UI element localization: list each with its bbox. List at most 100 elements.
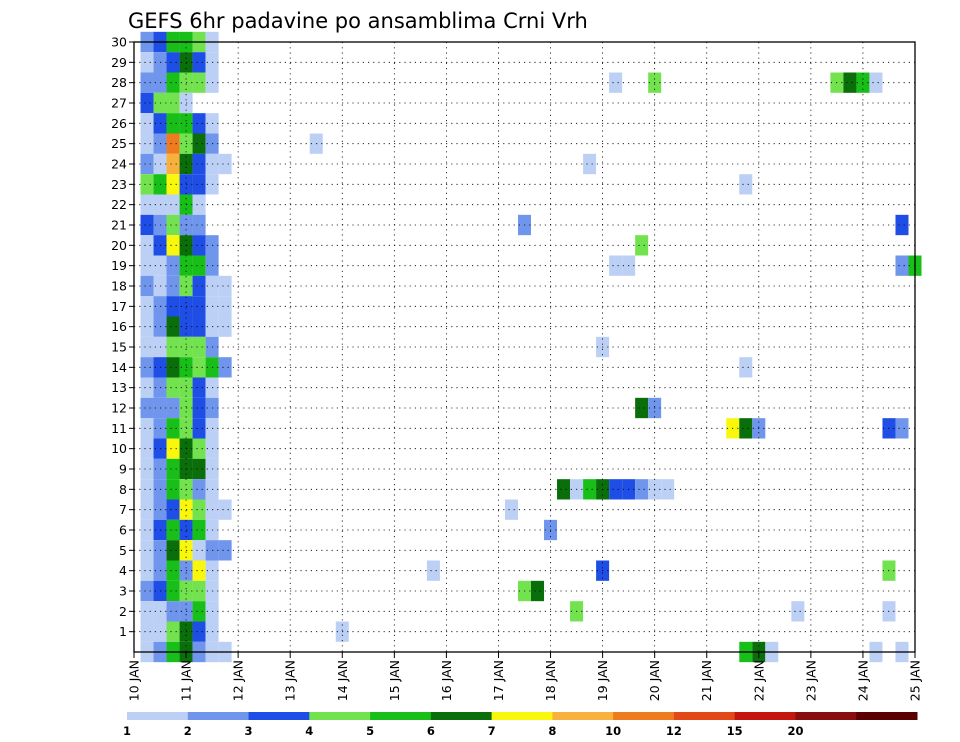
x-tick-label: 10 JAN xyxy=(127,660,142,701)
heatmap-cell xyxy=(140,458,154,480)
heatmap-cell xyxy=(166,214,180,236)
y-tick-label: 1 xyxy=(119,624,127,639)
heatmap-cell xyxy=(166,580,180,602)
y-tick-label: 13 xyxy=(111,380,127,395)
y-tick-label: 10 xyxy=(111,441,127,456)
colorbar-swatch xyxy=(795,712,857,720)
heatmap-cell xyxy=(869,72,883,93)
y-axis-ticks: 1234567891011121314151617181920212223242… xyxy=(111,35,134,639)
heatmap-cell xyxy=(192,377,206,398)
y-tick-label: 15 xyxy=(111,340,127,355)
heatmap-cell xyxy=(635,397,649,419)
heatmap-cell xyxy=(609,255,623,276)
heatmap-cell xyxy=(218,357,232,378)
heatmap-cell xyxy=(192,113,206,134)
heatmap-cell xyxy=(140,621,154,642)
heatmap-cell xyxy=(192,275,206,297)
heatmap-cell xyxy=(218,296,232,317)
heatmap-cell xyxy=(166,113,180,134)
heatmap-cell xyxy=(192,499,206,520)
heatmap-cell xyxy=(166,255,180,276)
heatmap-cell xyxy=(218,499,232,520)
chart-title: GEFS 6hr padavine po ansamblima Crni Vrh xyxy=(128,9,588,33)
y-tick-label: 4 xyxy=(119,563,127,578)
heatmap-cell xyxy=(609,479,623,500)
heatmap-cell xyxy=(192,519,206,541)
heatmap-cell xyxy=(140,214,154,236)
heatmap-cell xyxy=(426,560,440,581)
heatmap-cell xyxy=(166,418,180,439)
heatmap-cell xyxy=(661,479,675,500)
heatmap-cell xyxy=(583,479,597,500)
heatmap-cell xyxy=(166,72,180,93)
heatmap-cell xyxy=(192,52,206,73)
x-tick-label: 12 JAN xyxy=(231,660,246,701)
colorbar-label: 4 xyxy=(305,724,313,738)
colorbar: 1 2 3 4 5 6 7 8 10 12 15 20 xyxy=(123,712,918,738)
heatmap-cell xyxy=(218,316,232,337)
heatmap-cell xyxy=(739,357,753,378)
heatmap-cell xyxy=(192,235,206,256)
colorbar-label: 8 xyxy=(548,724,556,738)
heatmap-cell xyxy=(218,153,232,175)
colorbar-swatch xyxy=(248,712,310,720)
colorbar-label: 2 xyxy=(184,724,192,738)
y-tick-label: 9 xyxy=(119,462,127,477)
heatmap-cell xyxy=(140,235,154,256)
heatmap-cell xyxy=(140,153,154,175)
y-tick-label: 12 xyxy=(111,401,127,416)
heatmap-cell xyxy=(192,214,206,236)
heatmap-cell xyxy=(192,174,206,195)
heatmap-cell xyxy=(166,479,180,500)
colorbar-label: 15 xyxy=(727,724,743,738)
heatmap-cell xyxy=(140,296,154,317)
y-tick-label: 16 xyxy=(111,319,127,334)
heatmap-cell xyxy=(140,357,154,378)
colorbar-label: 7 xyxy=(488,724,496,738)
heatmap-cell xyxy=(166,377,180,398)
heatmap-cell xyxy=(504,499,518,520)
heatmap-cell xyxy=(140,92,154,114)
x-axis-ticks: 10 JAN 11 JAN 12 JAN 13 JAN 14 JAN 15 JAN 16 J… xyxy=(127,652,923,701)
x-tick-label: 11 JAN xyxy=(179,660,194,701)
heatmap-cell xyxy=(609,72,623,93)
heatmap-cell xyxy=(791,601,805,622)
y-tick-label: 11 xyxy=(111,421,127,436)
heatmap-cell xyxy=(166,601,180,622)
colorbar-swatch xyxy=(856,712,918,720)
colorbar-swatch xyxy=(370,712,432,720)
colorbar-label: 3 xyxy=(245,724,253,738)
x-tick-label: 16 JAN xyxy=(439,660,454,701)
heatmap-cell xyxy=(192,296,206,317)
heatmap-cell xyxy=(218,540,232,561)
heatmap-cell xyxy=(140,479,154,500)
y-tick-label: 7 xyxy=(119,502,127,517)
colorbar-swatch xyxy=(552,712,614,720)
heatmap-cell xyxy=(192,72,206,93)
heatmap-cell xyxy=(192,458,206,480)
colorbar-swatch xyxy=(673,712,736,720)
heatmap-cell xyxy=(895,255,909,276)
heatmap-cell xyxy=(166,92,180,114)
heatmap-cell xyxy=(557,479,571,500)
heatmap-cell xyxy=(166,275,180,297)
colorbar-swatch xyxy=(127,712,189,720)
heatmap-cell xyxy=(140,397,154,419)
colorbar-label: 20 xyxy=(787,724,803,738)
heatmap-cell xyxy=(843,72,857,93)
y-tick-label: 19 xyxy=(111,258,127,273)
heatmap-cell xyxy=(192,418,206,439)
heatmap-cell xyxy=(166,499,180,520)
y-tick-label: 24 xyxy=(111,157,127,172)
y-tick-label: 27 xyxy=(111,96,127,111)
colorbar-swatch xyxy=(309,712,371,720)
heatmap-cell xyxy=(192,357,206,378)
heatmap-cell xyxy=(140,560,154,581)
heatmap-cell xyxy=(140,540,154,561)
heatmap-cell xyxy=(192,580,206,602)
heatmap-cell xyxy=(192,194,206,215)
heatmap-cell xyxy=(140,133,154,154)
gridlines xyxy=(134,42,915,652)
x-tick-label: 15 JAN xyxy=(387,660,402,701)
